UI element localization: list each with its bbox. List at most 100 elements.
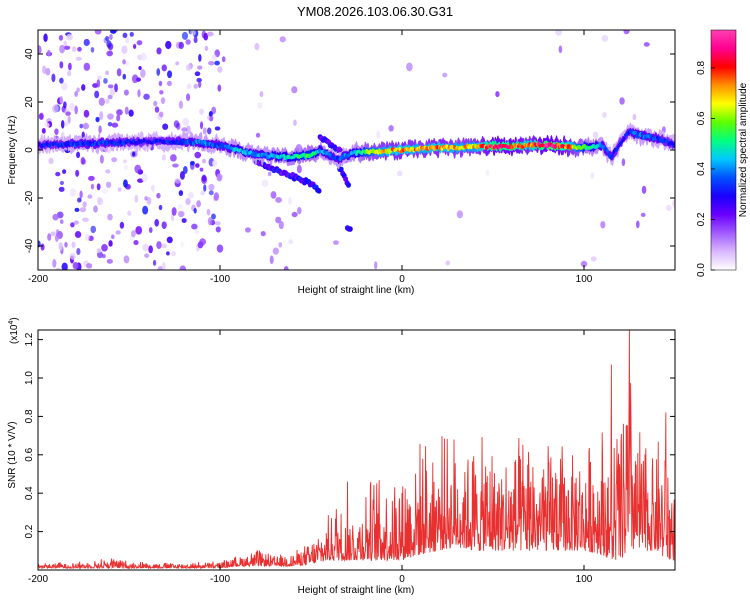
heatmap-cell	[61, 82, 68, 91]
colorbar-tick-label: 0.6	[696, 111, 707, 125]
heatmap-cell	[199, 167, 204, 172]
heatmap-cell	[204, 45, 209, 51]
heatmap-cell	[166, 236, 173, 244]
snr-multiplier: (x104)	[8, 317, 20, 344]
heatmap-cell	[156, 47, 162, 55]
heatmap-cell	[174, 178, 181, 184]
heatmap-cell	[191, 223, 198, 230]
colorbar-tick-label: 0.2	[696, 212, 707, 226]
heatmap-cell	[111, 234, 115, 240]
heatmap-cell	[76, 151, 81, 159]
heatmap-cell	[59, 77, 64, 84]
heatmap-cell	[55, 228, 60, 238]
heatmap-cell	[44, 122, 50, 128]
y-tick-label: -20	[24, 190, 35, 205]
heatmap-cell	[96, 248, 102, 253]
heatmap-ridge-cell	[606, 149, 609, 153]
heatmap-cell	[178, 41, 184, 50]
heatmap-cell	[283, 265, 289, 270]
heatmap-cell	[87, 194, 93, 199]
heatmap-cell	[81, 84, 86, 91]
heatmap-cell	[144, 253, 150, 258]
heatmap-cell	[131, 74, 139, 84]
heatmap-cell	[200, 190, 205, 196]
heatmap-cell	[140, 69, 146, 78]
heatmap-cell	[272, 247, 279, 255]
y-tick-label: 1.2	[24, 332, 35, 346]
heatmap-cell	[74, 90, 78, 97]
colorbar-tick-label: 0.4	[696, 162, 707, 176]
heatmap-cell	[90, 225, 97, 234]
heatmap-cell	[206, 127, 212, 135]
heatmap-cell	[132, 43, 137, 49]
heatmap-cell	[121, 45, 128, 54]
heatmap-cell	[59, 180, 64, 186]
heatmap-cell	[111, 157, 117, 163]
heatmap-cell	[580, 260, 588, 268]
heatmap-cell	[97, 75, 102, 80]
heatmap-cell	[602, 112, 607, 118]
heatmap-cell	[101, 188, 108, 194]
heatmap-cell	[154, 219, 159, 227]
heatmap-cell	[211, 213, 216, 220]
heatmap-cell	[134, 194, 139, 203]
heatmap-cell	[137, 89, 141, 98]
heatmap-cell	[50, 231, 56, 237]
heatmap-cell	[111, 122, 119, 128]
heatmap-ridge-cell	[634, 130, 637, 135]
heatmap-cell	[182, 165, 188, 175]
heatmap-cell	[109, 34, 113, 40]
heatmap-cell	[288, 197, 292, 205]
heatmap-cell	[151, 184, 155, 192]
heatmap-cell	[103, 77, 108, 84]
heatmap-cell	[170, 154, 177, 162]
heatmap-cell	[107, 94, 113, 100]
heatmap-cell	[267, 171, 272, 177]
heatmap-cell	[245, 227, 251, 233]
heatmap-cell	[195, 228, 199, 235]
heatmap-cell	[125, 61, 129, 66]
heatmap-cell	[105, 98, 110, 104]
heatmap-cell	[101, 253, 106, 259]
heatmap-cell	[185, 125, 191, 135]
heatmap-cell	[97, 196, 102, 206]
heatmap-cell	[211, 54, 217, 61]
heatmap-cell	[93, 205, 98, 213]
heatmap-cell	[96, 79, 101, 88]
heatmap-cell	[148, 227, 153, 234]
heatmap-cell	[76, 87, 80, 93]
heatmap-cell	[269, 255, 274, 265]
heatmap-cell	[63, 40, 67, 46]
heatmap-branch-cell	[345, 182, 351, 188]
snr-panel: -200 -100 0 100 0.2 0.4 0.6 0.8 1.0 1.2 Height of…	[7, 317, 676, 596]
heatmap-cell	[77, 46, 82, 52]
heatmap-cell	[202, 127, 207, 135]
heatmap-cell	[133, 240, 139, 246]
heatmap-cell	[207, 217, 213, 226]
heatmap-ridge-cell	[611, 153, 614, 158]
heatmap-cell	[123, 89, 129, 96]
heatmap-cell	[90, 183, 95, 190]
heatmap-cell	[69, 188, 77, 197]
heatmap-cell	[181, 31, 189, 40]
heatmap-cell	[185, 64, 192, 71]
heatmap-cell	[124, 106, 129, 115]
heatmap-cell	[166, 251, 170, 256]
heatmap-cell	[203, 184, 207, 192]
heatmap-cell	[188, 191, 194, 199]
heatmap-cell	[558, 45, 563, 54]
heatmap-cell	[161, 64, 167, 72]
heatmap-cell	[643, 42, 650, 47]
heatmap-cell	[143, 93, 150, 100]
heatmap-cell	[255, 132, 261, 138]
heatmap-cell	[159, 111, 164, 118]
heatmap-cell	[47, 49, 51, 57]
heatmap-cell	[105, 70, 109, 76]
heatmap-cell	[107, 113, 114, 120]
heatmap-cell	[97, 251, 103, 259]
heatmap-cell	[197, 65, 203, 70]
heatmap-cell	[88, 175, 95, 181]
heatmap-cell	[106, 50, 114, 57]
colorbar-bar	[710, 29, 737, 271]
